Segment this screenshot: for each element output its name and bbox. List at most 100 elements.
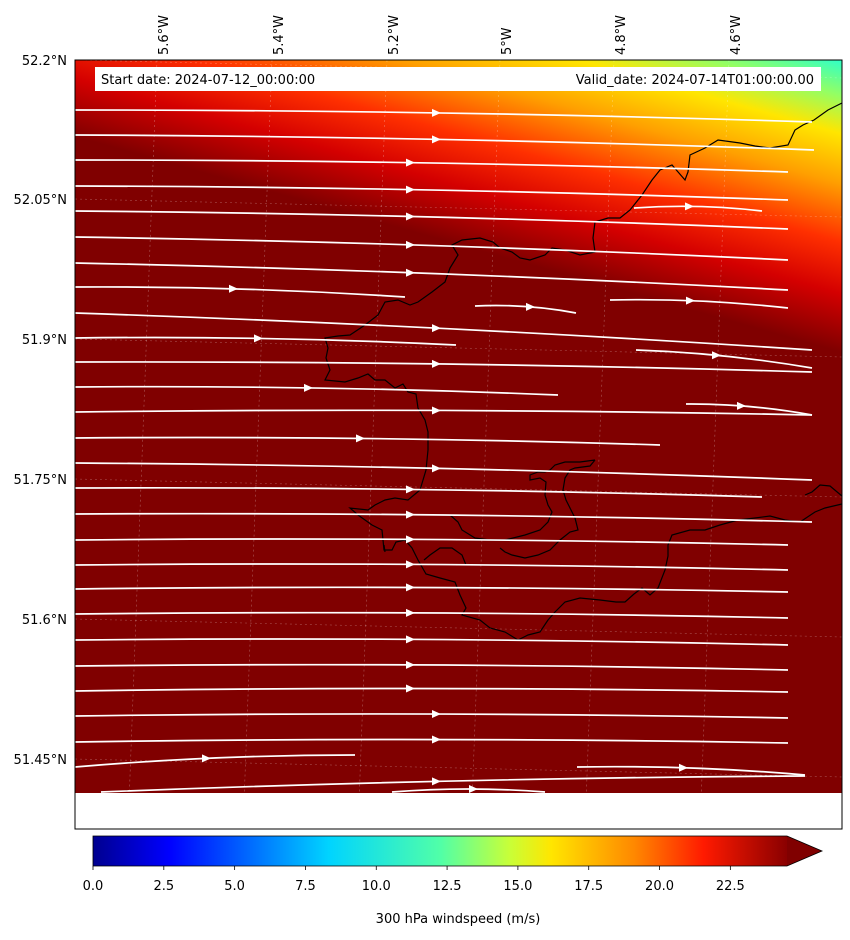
streamline-arrow: [432, 135, 441, 144]
streamline: [75, 687, 789, 693]
streamline-arrow: [737, 401, 746, 410]
longitude-tick-labels: 5.6°W 5.4°W 5.2°W 5°W 4.8°W 4.6°W: [157, 15, 744, 55]
streamline-arrow: [406, 268, 415, 277]
streamline-arrow: [432, 108, 441, 117]
windspeed-field: [75, 60, 842, 793]
lat-tick-label: 51.75°N: [14, 473, 67, 488]
streamline-arrow: [432, 324, 441, 333]
streamline-arrow: [432, 406, 441, 415]
streamline-arrow: [432, 464, 441, 473]
streamline: [633, 205, 763, 212]
streamline: [75, 385, 559, 396]
coastline: [324, 102, 842, 641]
streamline-arrow: [432, 359, 441, 368]
streamline-arrow: [406, 185, 415, 194]
valid-date-label: Valid_date: 2024-07-14T01:00:00.00: [576, 73, 814, 88]
colorbar-tick-label: 5.0: [224, 879, 245, 894]
streamline: [75, 486, 763, 498]
meridian-gridline: [359, 60, 388, 793]
colorbar-tick-label: 7.5: [295, 879, 316, 894]
streamline-arrow: [202, 754, 211, 763]
streamline: [685, 403, 813, 416]
streamline: [75, 754, 356, 768]
streamline: [75, 409, 813, 416]
streamline: [576, 765, 806, 776]
streamline: [75, 185, 789, 201]
plot-frame: [74, 59, 843, 830]
meridian-gridline: [244, 60, 273, 793]
streamline: [75, 134, 815, 151]
streamline: [75, 738, 789, 744]
streamline-arrow: [254, 334, 263, 343]
streamline-arrow: [432, 777, 441, 786]
streamline-arrow: [526, 302, 535, 311]
streamlines: [75, 108, 815, 793]
streamline-arrow: [406, 485, 415, 494]
streamline-arrow: [406, 560, 415, 569]
colorbar-tick-label: 0.0: [83, 879, 104, 894]
streamline: [391, 788, 546, 793]
streamline-arrow: [406, 635, 415, 644]
meridian-gridline: [586, 60, 615, 793]
streamline: [609, 298, 789, 309]
streamline: [75, 663, 789, 671]
lon-tick-label: 5.4°W: [272, 15, 287, 55]
streamline-arrow: [679, 763, 688, 772]
lon-tick-label: 5.2°W: [387, 15, 402, 55]
streamline: [474, 304, 577, 314]
streamline: [75, 713, 789, 719]
colorbar-label: 300 hPa windspeed (m/s): [376, 912, 541, 927]
streamline: [75, 159, 789, 173]
streamline-arrow: [406, 583, 415, 592]
streamline: [75, 611, 789, 619]
colorbar-tick-label: 2.5: [153, 879, 174, 894]
lat-tick-label: 51.6°N: [22, 613, 67, 628]
streamline: [75, 361, 813, 373]
streamline-arrow: [406, 660, 415, 669]
streamline: [75, 436, 661, 446]
streamline: [75, 538, 789, 546]
streamline: [100, 775, 806, 793]
colorbar-extend-arrow: [787, 836, 822, 866]
lon-tick-label: 4.8°W: [614, 15, 629, 55]
streamline: [75, 236, 789, 261]
colorbar-tick-label: 15.0: [503, 879, 532, 894]
streamline-arrow: [432, 710, 441, 719]
lat-tick-label: 51.45°N: [14, 753, 67, 768]
streamline: [75, 312, 813, 351]
streamline-arrow: [469, 785, 478, 793]
streamline: [75, 586, 789, 593]
colorbar: [93, 836, 787, 866]
streamline: [635, 349, 813, 369]
streamline: [75, 286, 406, 298]
blank-band: [75, 793, 842, 829]
lat-tick-label: 52.2°N: [22, 54, 67, 69]
streamline: [75, 262, 789, 291]
streamline-arrow: [406, 158, 415, 167]
streamline-arrow: [406, 510, 415, 519]
colorbar-tick-label: 10.0: [362, 879, 391, 894]
streamline-arrow: [432, 735, 441, 744]
streamline-arrow: [406, 240, 415, 249]
start-date-label: Start date: 2024-07-12_00:00:00: [101, 73, 315, 88]
streamline-arrow: [686, 296, 695, 305]
map-area: [75, 60, 842, 793]
streamline: [75, 109, 813, 123]
colorbar-tick-label: 17.5: [574, 879, 603, 894]
colorbar-tick-label: 22.5: [716, 879, 745, 894]
latitude-tick-labels: 52.2°N 52.05°N 51.9°N 51.75°N 51.6°N 51.45°N: [14, 54, 67, 768]
streamline-arrow: [406, 608, 415, 617]
lat-tick-label: 51.9°N: [22, 333, 67, 348]
streamline: [75, 336, 457, 346]
streamline-arrow: [304, 383, 313, 392]
lon-tick-label: 5.6°W: [157, 15, 172, 55]
meridian-gridline: [472, 60, 501, 793]
lon-tick-label: 5°W: [500, 27, 515, 55]
colorbar-tick-label: 12.5: [433, 879, 462, 894]
colorbar-outline: [92, 835, 824, 867]
info-box: [95, 67, 821, 91]
colorbar-ticks: 0.0 2.5 5.0 7.5 10.0 12.5 15.0 17.5 20.0 22.5: [83, 866, 745, 894]
streamline-arrow: [685, 202, 694, 211]
meridian-gridline: [129, 60, 158, 793]
lon-tick-label: 4.6°W: [729, 15, 744, 55]
